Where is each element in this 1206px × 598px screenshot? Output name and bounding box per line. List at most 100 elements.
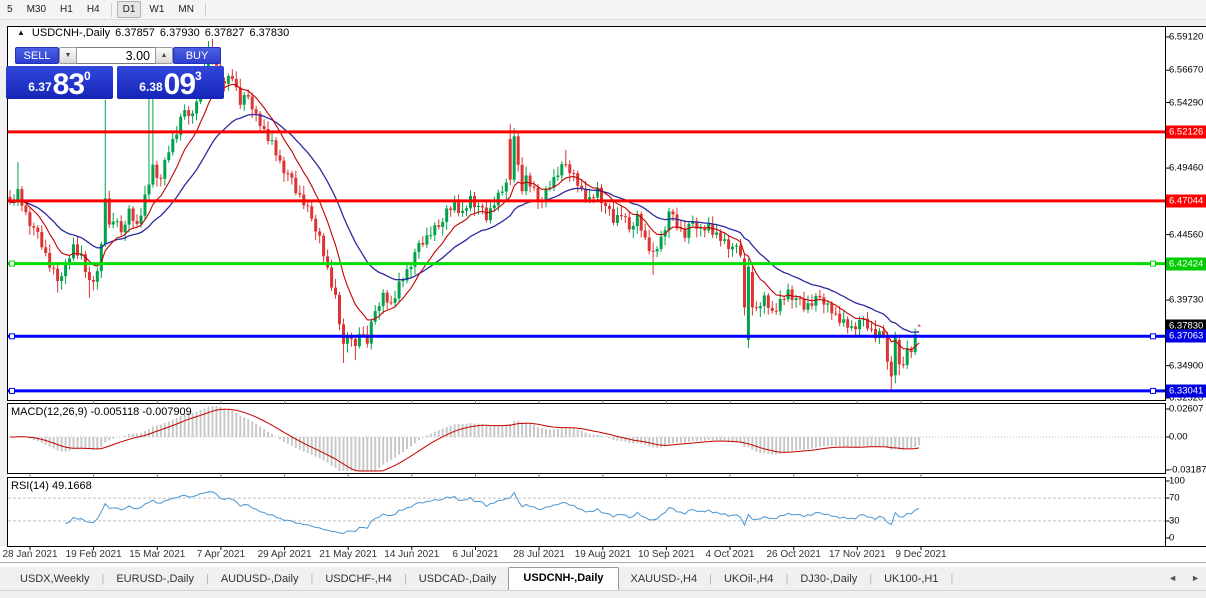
toolbar-separator	[110, 2, 112, 17]
timeframe-button-5[interactable]: 5	[7, 4, 13, 15]
price-badge-6.33041: 6.33041	[1166, 384, 1206, 398]
one-click-trading-panel: SELL ▼ ▲ BUY 6.37 83 0 6.38 09 3	[6, 44, 225, 100]
date-label: 21 May 2021	[319, 549, 378, 560]
horizontal-line-6.37063[interactable]	[8, 333, 1165, 340]
sell-price-display[interactable]: 6.37 83 0	[6, 66, 113, 101]
tab-separator: |	[101, 573, 105, 585]
rsi-axis-tick: 70	[1169, 492, 1180, 504]
macd-label: MACD(12,26,9) -0.005118 -0.007909	[11, 406, 192, 418]
date-label: 14 Jun 2021	[384, 549, 440, 560]
macd-histogram	[16, 406, 921, 471]
sell-button[interactable]: SELL	[15, 47, 59, 64]
price-axis-tick: 6.49460	[1169, 162, 1204, 174]
rsi-axis-tick: 0	[1169, 532, 1175, 544]
date-label: 19 Aug 2021	[574, 549, 631, 560]
chart-tab-usdx-weekly[interactable]: USDX,Weekly	[20, 573, 90, 585]
line-handle[interactable]	[9, 387, 15, 394]
status-bar	[0, 590, 1206, 598]
date-label: 17 Nov 2021	[828, 549, 886, 560]
price-axis-tick: 6.44560	[1169, 229, 1204, 241]
chart-tab-eurusd-daily[interactable]: EURUSD-,Daily	[116, 573, 194, 585]
buy-button[interactable]: BUY	[173, 47, 221, 64]
timeframe-button-M30[interactable]: M30	[26, 4, 47, 15]
chart-tab-audusd-daily[interactable]: AUDUSD-,Daily	[220, 573, 299, 585]
line-handle[interactable]	[9, 260, 15, 267]
tab-separator: |	[869, 573, 873, 585]
tab-separator: |	[310, 573, 314, 585]
rsi-axis-tick: 100	[1169, 475, 1185, 487]
price-badge-6.47044: 6.47044	[1166, 194, 1206, 208]
timeframe-button-H4[interactable]: H4	[86, 4, 100, 15]
horizontal-line-6.33041[interactable]	[8, 387, 1165, 394]
buy-price-display[interactable]: 6.38 09 3	[117, 66, 224, 100]
chart-tab-usdchf-h4[interactable]: USDCHF-,H4	[325, 573, 392, 585]
collapse-arrow-icon[interactable]: ▲	[17, 28, 25, 37]
toolbar-separator	[204, 2, 206, 17]
chart-tab-xauusd-h4[interactable]: XAUUSD-,H4	[630, 573, 698, 585]
tab-separator: |	[709, 573, 712, 585]
macd-axis-tick: 0.02607	[1169, 403, 1204, 415]
ma-slow-line[interactable]	[10, 113, 920, 333]
price-axis-tick: 6.54290	[1169, 97, 1204, 108]
chart-tab-uk100-h1[interactable]: UK100-,H1	[884, 573, 939, 585]
timeframe-button-MN[interactable]: MN	[178, 4, 194, 15]
quote-close: 6.37830	[249, 27, 290, 39]
date-label: 28 Jan 2021	[2, 549, 58, 560]
price-axis-tick: 6.56670	[1169, 64, 1204, 76]
price-badge-6.42424: 6.42424	[1166, 257, 1206, 271]
chart-tabs-bar: USDX,Weekly | EURUSD-,Daily | AUDUSD-,Daily |…	[0, 567, 1206, 591]
timeframe-button-D1[interactable]: D1	[116, 1, 142, 18]
date-label: 15 Mar 2021	[129, 549, 186, 560]
price-axis-tick: 6.59120	[1169, 31, 1204, 43]
line-handle[interactable]	[9, 333, 15, 340]
date-label: 7 Apr 2021	[196, 549, 246, 560]
line-handle[interactable]	[1150, 260, 1156, 267]
tab-scroll-right-icon[interactable]: ►	[1191, 573, 1200, 583]
tab-separator: |	[403, 573, 407, 585]
price-axis-tick: 6.32520	[1169, 392, 1204, 404]
tab-separator: |	[205, 573, 209, 585]
volume-input[interactable]	[77, 47, 155, 64]
line-handle[interactable]	[1150, 333, 1156, 340]
horizontal-line-6.42424[interactable]	[8, 260, 1165, 267]
price-axis-tick: 6.39730	[1169, 294, 1204, 306]
timeframe-button-W1[interactable]: W1	[149, 4, 165, 15]
macd-axis-tick: 0.00	[1169, 431, 1188, 443]
macd-signal-line	[10, 408, 920, 472]
ma-fast-line[interactable]	[9, 83, 920, 350]
buy-price-sup: 3	[195, 69, 202, 83]
sell-price-small: 6.37	[28, 80, 52, 94]
rsi-line	[65, 491, 920, 535]
timeframe-toolbar: 5 M30 H1 H4 D1 W1 MN	[0, 0, 1206, 20]
date-label: 19 Feb 2021	[65, 549, 122, 560]
date-label: 6 Jul 2021	[452, 549, 499, 560]
chart-tab-usdcad-daily[interactable]: USDCAD-,Daily	[418, 573, 497, 585]
chart-tab-usdcnh-daily[interactable]: USDCNH-,Daily	[508, 567, 619, 591]
tab-separator: |	[785, 573, 789, 585]
date-label: 9 Dec 2021	[895, 549, 947, 560]
chart-title: ▲ USDCNH-,Daily 6.37857 6.37930 6.37827 6.378…	[17, 27, 289, 39]
date-label: 28 Jul 2021	[513, 549, 565, 560]
quote-high: 6.37930	[159, 27, 200, 39]
date-label: 4 Oct 2021	[705, 549, 755, 560]
window-groove	[0, 562, 1206, 567]
date-label: 26 Oct 2021	[766, 549, 821, 560]
timeframe-button-H1[interactable]: H1	[60, 4, 73, 15]
sell-price-big: 83	[52, 68, 85, 101]
tab-separator: |	[950, 573, 954, 585]
price-badge-6.37063: 6.37063	[1166, 329, 1206, 343]
rsi-axis-tick: 30	[1169, 515, 1180, 527]
price-badge-6.52126: 6.52126	[1166, 125, 1206, 139]
volume-decrease-button[interactable]: ▼	[59, 47, 77, 64]
price-badge-6.37830: 6.37830	[1166, 319, 1206, 333]
tab-scroll-arrows: ◄ ►	[1168, 573, 1200, 583]
tab-scroll-left-icon[interactable]: ◄	[1168, 573, 1178, 583]
line-handle[interactable]	[1150, 387, 1156, 394]
volume-increase-button[interactable]: ▲	[155, 47, 173, 64]
chart-tab-dj30-daily[interactable]: DJ30-,Daily	[800, 573, 858, 585]
rsi-label: RSI(14) 49.1668	[11, 480, 92, 492]
chart-tab-ukoil-h4[interactable]: UKOil-,H4	[723, 573, 774, 585]
quote-open: 6.37857	[115, 27, 155, 39]
